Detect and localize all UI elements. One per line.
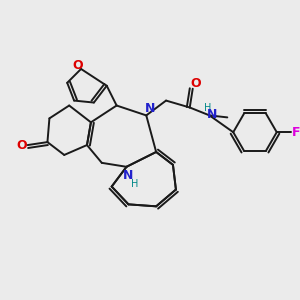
Text: O: O [190, 77, 201, 90]
Text: O: O [73, 59, 83, 73]
Text: H: H [204, 103, 211, 112]
Text: H: H [131, 178, 138, 189]
Text: F: F [292, 126, 300, 139]
Text: N: N [145, 102, 155, 115]
Text: N: N [123, 169, 134, 182]
Text: O: O [16, 139, 27, 152]
Text: N: N [207, 108, 218, 121]
